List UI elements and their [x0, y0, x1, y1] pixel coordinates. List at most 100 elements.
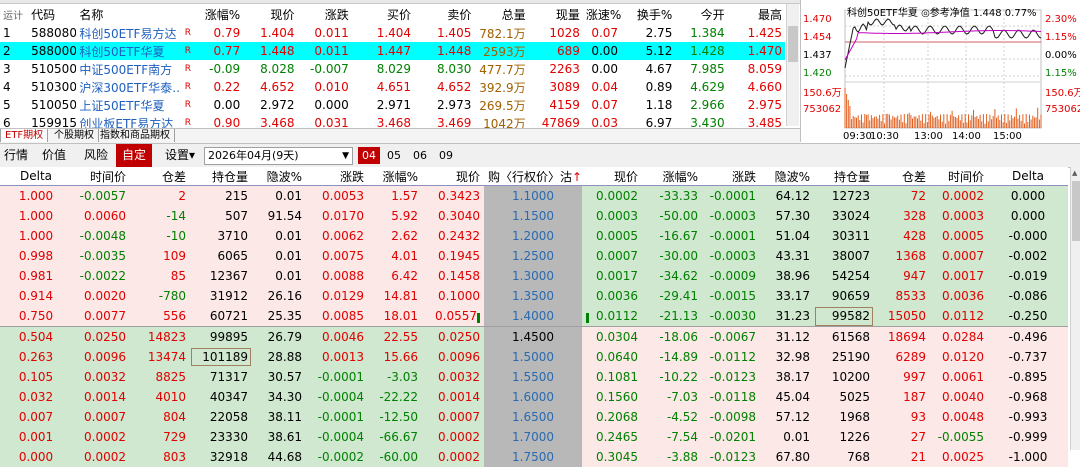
- col-call-chg[interactable]: 涨跌: [306, 167, 368, 186]
- tab-stock-options[interactable]: 个股期权: [50, 129, 99, 142]
- option-row[interactable]: 0.000 0.0002 803 32918 44.68 -0.0002 -60.00 0.0…: [0, 447, 1068, 467]
- strike-cell[interactable]: 1.7500: [484, 447, 582, 467]
- scroll-thumb[interactable]: [1072, 181, 1080, 241]
- month-04-button[interactable]: 04: [358, 147, 380, 164]
- strike-cell[interactable]: 1.5500: [484, 367, 582, 387]
- col-call-oi[interactable]: 持仓量: [190, 167, 252, 186]
- price-line: [844, 18, 1042, 69]
- tab-value[interactable]: 价值: [42, 148, 67, 162]
- strike-cell[interactable]: 1.5000: [484, 347, 582, 367]
- call-cell: 15.66: [368, 347, 422, 367]
- scroll-thumb[interactable]: [788, 26, 798, 62]
- month-06-button[interactable]: 06: [413, 149, 427, 162]
- col-chg-pct[interactable]: 涨幅%: [204, 7, 241, 22]
- put-cell: 64.12: [760, 185, 814, 206]
- scroll-up-icon[interactable]: ▲: [1072, 169, 1078, 177]
- watchlist-row[interactable]: 1 588080 科创50ETF易方达 R 0.79 1.404 0.011 1.404 1.4…: [0, 24, 785, 42]
- time-tick-label: 13:00: [914, 131, 943, 142]
- col-call-delta[interactable]: Delta: [0, 167, 72, 186]
- col-put-oi[interactable]: 持仓量: [814, 167, 874, 186]
- col-put-iv[interactable]: 隐波%: [760, 167, 814, 186]
- strike-cell[interactable]: 1.3500: [484, 286, 582, 306]
- col-vol[interactable]: 总量: [501, 7, 526, 22]
- col-corner[interactable]: 运计: [3, 10, 23, 22]
- options-scrollbar[interactable]: ▲: [1070, 167, 1080, 450]
- col-call-chg-pct[interactable]: 涨幅%: [368, 167, 422, 186]
- col-chg[interactable]: 涨跌: [324, 7, 349, 22]
- tab-custom[interactable]: 自定: [116, 144, 153, 167]
- month-09-button[interactable]: 09: [439, 149, 453, 162]
- col-name[interactable]: 名称: [79, 7, 104, 22]
- option-row[interactable]: 0.032 0.0014 4010 40347 34.30 -0.0004 -22.22 0.…: [0, 387, 1068, 407]
- col-open[interactable]: 今开: [700, 7, 725, 22]
- call-cell: 12367: [190, 266, 252, 286]
- call-cell: 0.1945: [422, 246, 484, 266]
- strike-cell[interactable]: 1.2000: [484, 226, 582, 246]
- strike-cell[interactable]: 1.1500: [484, 206, 582, 226]
- col-cur-vol[interactable]: 现量: [555, 7, 580, 22]
- col-put-chg[interactable]: 涨跌: [702, 167, 760, 186]
- put-cell: 12723: [814, 185, 874, 206]
- col-call-oi-chg[interactable]: 仓差: [130, 167, 190, 186]
- tab-etf-options[interactable]: ETF期权: [0, 129, 49, 142]
- expiry-select[interactable]: 2026年04月(9天) ▼: [204, 147, 353, 165]
- col-call-price[interactable]: 现价: [422, 167, 484, 186]
- tab-risk[interactable]: 风险: [84, 148, 109, 162]
- open-cell: 4.629: [690, 80, 725, 94]
- put-cell: 51.04: [760, 226, 814, 246]
- put-cell: -0.999: [988, 427, 1068, 447]
- option-row[interactable]: 0.998 -0.0035 109 6065 0.01 0.0075 4.01 0.1945 1…: [0, 246, 1068, 266]
- option-row[interactable]: 0.504 0.0250 14823 99895 26.79 0.0046 22.55 0.0…: [0, 326, 1068, 347]
- watchlist-row[interactable]: 4 510300 沪深300ETF华泰… R 0.22 4.652 0.010 4.651 4.…: [0, 78, 785, 96]
- option-row[interactable]: 0.914 0.0020 -780 31912 26.16 0.0129 14.81 0.10…: [0, 286, 1068, 306]
- strike-cell[interactable]: 1.7000: [484, 427, 582, 447]
- watchlist-row[interactable]: 6 159915 创业板ETF易方达 R 0.90 3.468 0.031 3.468 3.46…: [0, 114, 785, 132]
- strike-cell[interactable]: 1.6000: [484, 387, 582, 407]
- code-cell: 510500: [31, 62, 77, 76]
- strike-cell[interactable]: 1.2500: [484, 246, 582, 266]
- call-cell: 109: [130, 246, 190, 266]
- watchlist-row[interactable]: 2 588000 科创50ETF华夏 R 0.77 1.448 0.011 1.447 1.44…: [0, 42, 785, 60]
- intraday-chart[interactable]: 科创50ETF华夏 ◎参考净值 1.448 0.77% 1.470 1.454 1.4…: [800, 0, 1080, 142]
- col-call-iv[interactable]: 隐波%: [252, 167, 306, 186]
- option-row[interactable]: 0.007 0.0007 804 22058 38.11 -0.0001 -12.50 0.0…: [0, 407, 1068, 427]
- option-row[interactable]: 0.981 -0.0022 85 12367 0.01 0.0088 6.42 0.1458 1…: [0, 266, 1068, 286]
- strike-cell[interactable]: 1.4500: [484, 326, 582, 347]
- option-row[interactable]: 0.001 0.0002 729 23330 38.61 -0.0004 -66.67 0.0…: [0, 427, 1068, 447]
- strike-cell[interactable]: 1.3000: [484, 266, 582, 286]
- col-speed[interactable]: 涨速%: [585, 7, 622, 22]
- col-code[interactable]: 代码: [31, 7, 56, 22]
- col-put-chg-pct[interactable]: 涨幅%: [642, 167, 702, 186]
- call-cell: 101189: [190, 347, 252, 367]
- col-put-time-value[interactable]: 时间价: [930, 167, 988, 186]
- tab-index-commodity-options[interactable]: 指数和商品期权: [96, 129, 175, 142]
- settings-menu[interactable]: 设置▾: [165, 144, 195, 167]
- put-cell: 768: [814, 447, 874, 467]
- month-05-button[interactable]: 05: [387, 149, 401, 162]
- col-price[interactable]: 现价: [270, 7, 295, 22]
- option-row[interactable]: 1.000 -0.0057 2 215 0.01 0.0053 1.57 0.3423 1.10…: [0, 185, 1068, 206]
- option-row[interactable]: 1.000 0.0060 -14 507 91.54 0.0170 5.92 0.3040 1.…: [0, 206, 1068, 226]
- time-tick-label: 09:30: [843, 131, 872, 142]
- call-cell: -0.0057: [72, 185, 130, 206]
- option-row[interactable]: 0.750 0.0077 556 60721 25.35 0.0085 18.01 0.055…: [0, 306, 1068, 327]
- watchlist-scrollbar[interactable]: [786, 4, 799, 126]
- watchlist-row[interactable]: 5 510050 上证50ETF华夏 R 0.00 2.972 0.000 2.971 2.97…: [0, 96, 785, 114]
- option-row[interactable]: 0.263 0.0096 13474 101189 28.88 0.0013 15.66 0.…: [0, 347, 1068, 367]
- col-put-price[interactable]: 现价: [582, 167, 642, 186]
- tab-quote[interactable]: 行情: [4, 148, 29, 162]
- col-put-oi-chg[interactable]: 仓差: [874, 167, 930, 186]
- col-high[interactable]: 最高: [757, 7, 782, 22]
- col-strike[interactable]: 购〈行权价〉沽↑: [484, 167, 582, 186]
- col-put-delta[interactable]: Delta: [988, 167, 1068, 186]
- col-call-time-value[interactable]: 时间价: [72, 167, 130, 186]
- col-bid[interactable]: 买价: [387, 7, 412, 22]
- watchlist-row[interactable]: 3 510500 中证500ETF南方 R -0.09 8.028 -0.007 8.029 8…: [0, 60, 785, 78]
- option-row[interactable]: 1.000 -0.0048 -10 3710 0.01 0.0062 2.62 0.2432 1…: [0, 226, 1068, 246]
- col-ask[interactable]: 卖价: [447, 7, 472, 22]
- option-row[interactable]: 0.105 0.0032 8825 71317 30.57 -0.0001 -3.03 0.0…: [0, 367, 1068, 387]
- col-turnover[interactable]: 换手%: [636, 7, 673, 22]
- strike-cell[interactable]: 1.1000: [484, 185, 582, 206]
- strike-cell[interactable]: 1.4000: [484, 306, 582, 327]
- strike-cell[interactable]: 1.6500: [484, 407, 582, 427]
